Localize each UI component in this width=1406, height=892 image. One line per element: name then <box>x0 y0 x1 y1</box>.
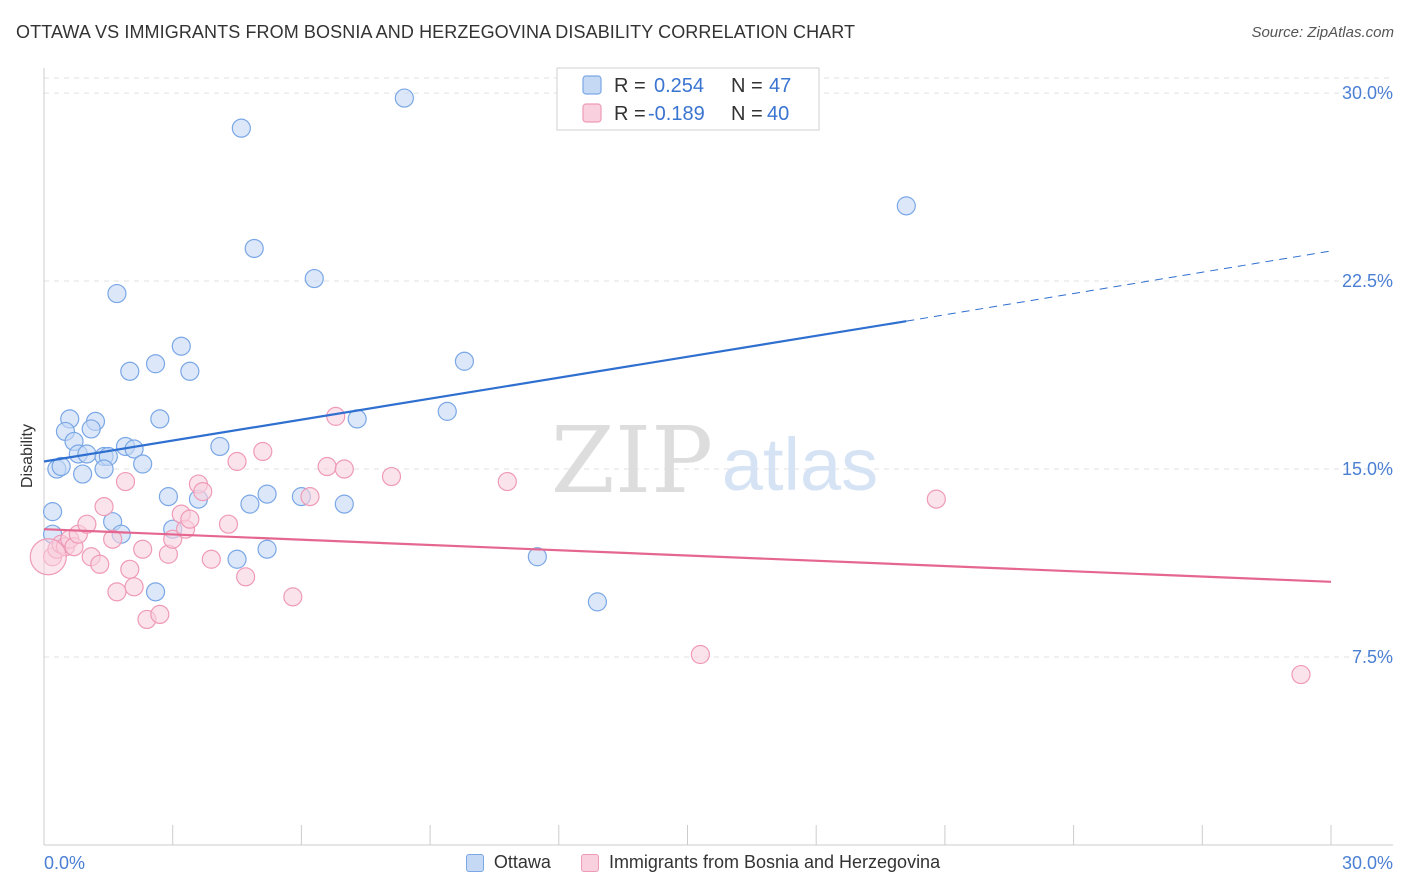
ottawa-point-14 <box>150 409 170 429</box>
ottawa-point-2 <box>244 238 264 259</box>
bosnia-point-39 <box>926 489 946 509</box>
bosnia-point-11 <box>103 529 123 549</box>
bosnia-n-label: N = <box>731 103 763 125</box>
ottawa-point-45 <box>145 582 166 602</box>
bosnia-point-25 <box>193 481 213 502</box>
stats-legend: R = 0.254 N = 47 R = -0.189 N = 40 <box>556 67 820 131</box>
ottawa-point-42 <box>227 549 247 569</box>
legend-label-ottawa: Ottawa <box>493 852 551 872</box>
ottawa-point-1 <box>231 118 251 138</box>
ottawa-n-value: 47 <box>769 75 791 97</box>
ottawa-point-9 <box>180 361 200 381</box>
bosnia-r-label: R = <box>614 103 646 125</box>
ottawa-point-44 <box>527 547 547 567</box>
ottawa-point-36 <box>334 494 354 514</box>
ottawa-trend-line <box>43 320 907 463</box>
ottawa-point-25 <box>210 436 230 457</box>
ottawa-point-3 <box>304 268 324 289</box>
ottawa-point-31 <box>158 487 179 507</box>
bosnia-point-32 <box>300 487 320 507</box>
bosnia-point-34 <box>326 406 346 426</box>
bosnia-point-36 <box>381 466 402 487</box>
ottawa-point-5 <box>107 283 127 304</box>
ottawa-r-label: R = <box>614 75 646 97</box>
bosnia-point-12 <box>107 582 127 602</box>
bosnia-point-37 <box>497 471 517 492</box>
legend-swatch-ottawa <box>465 853 484 872</box>
bosnia-point-10 <box>94 497 114 517</box>
bosnia-point-9 <box>90 554 110 574</box>
ottawa-point-11 <box>437 401 457 421</box>
bosnia-point-28 <box>227 451 247 472</box>
axes <box>43 68 1393 846</box>
bosnia-trend-line <box>43 528 1332 583</box>
ottawa-point-43 <box>257 539 277 559</box>
ottawa-point-10 <box>454 351 475 371</box>
bosnia-point-15 <box>124 577 144 597</box>
ottawa-point-33 <box>240 494 260 514</box>
ottawa-point-46 <box>587 592 608 612</box>
legend-item-ottawa: Ottawa <box>465 852 551 873</box>
ottawa-point-34 <box>257 484 277 504</box>
bottom-legend: Ottawa Immigrants from Bosnia and Herzeg… <box>0 852 1406 873</box>
y-tick-label-1: 15.0% <box>1342 459 1393 479</box>
ottawa-point-27 <box>51 456 71 477</box>
ottawa-point-4 <box>896 196 916 216</box>
y-tick-label-0: 7.5% <box>1352 647 1393 667</box>
chart-title: OTTAWA VS IMMIGRANTS FROM BOSNIA AND HER… <box>16 22 856 42</box>
bosnia-point-35 <box>334 459 354 479</box>
ottawa-point-37 <box>42 502 63 522</box>
ottawa-point-0 <box>394 88 414 108</box>
bosnia-point-23 <box>180 509 200 529</box>
bosnia-r-value: -0.189 <box>648 103 705 125</box>
ottawa-point-7 <box>145 354 166 374</box>
ottawa-point-28 <box>73 464 93 484</box>
ottawa-point-17 <box>81 419 101 439</box>
trend-lines <box>43 250 1332 583</box>
bosnia-point-38 <box>690 644 710 665</box>
bosnia-point-29 <box>236 567 256 587</box>
bosnia-point-14 <box>120 559 140 579</box>
data-points <box>29 88 1311 685</box>
ottawa-n-label: N = <box>731 75 763 97</box>
x-tick-max: 30.0% <box>1342 853 1393 873</box>
bosnia-point-18 <box>150 604 170 625</box>
tick-labels: 7.5% 15.0% 22.5% 30.0% <box>1342 83 1393 667</box>
bosnia-point-27 <box>218 514 239 534</box>
bosnia-point-26 <box>201 549 221 569</box>
bosnia-point-13 <box>115 471 136 492</box>
watermark-zip: ZIP <box>551 407 713 514</box>
ottawa-legend-swatch <box>582 75 602 95</box>
ottawa-point-29 <box>94 459 114 479</box>
source-label: Source: ZipAtlas.com <box>1251 24 1394 41</box>
x-tick-min: 0.0% <box>44 853 85 873</box>
bosnia-n-value: 40 <box>767 103 789 125</box>
y-tick-label-2: 22.5% <box>1342 271 1393 291</box>
ottawa-point-30 <box>133 454 153 474</box>
ottawa-point-6 <box>171 336 191 356</box>
legend-item-bosnia: Immigrants from Bosnia and Herzegovina <box>580 852 941 873</box>
legend-label-bosnia: Immigrants from Bosnia and Herzegovina <box>608 852 941 872</box>
y-tick-label-3: 30.0% <box>1342 83 1393 103</box>
bosnia-point-7 <box>77 514 97 534</box>
bosnia-point-16 <box>133 539 153 559</box>
legend-swatch-bosnia <box>580 853 599 872</box>
watermark-atlas: atlas <box>722 423 878 506</box>
bosnia-point-31 <box>283 587 303 607</box>
bosnia-point-large <box>29 538 67 576</box>
bosnia-point-33 <box>317 456 337 477</box>
ottawa-point-8 <box>120 361 140 381</box>
ottawa-trend-extension <box>906 250 1332 322</box>
bosnia-point-30 <box>253 441 273 462</box>
bosnia-legend-swatch <box>582 103 602 123</box>
bosnia-point-40 <box>1291 664 1311 685</box>
ottawa-r-value: 0.254 <box>654 75 704 97</box>
